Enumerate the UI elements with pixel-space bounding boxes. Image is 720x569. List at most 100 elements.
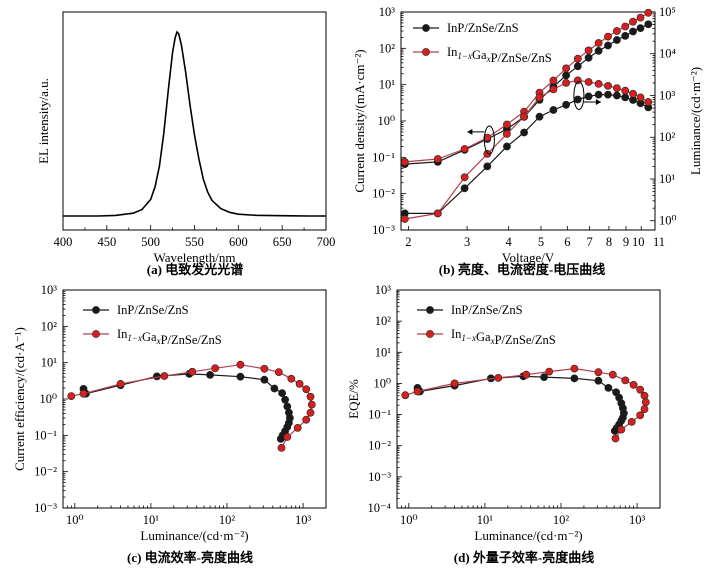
panel-c-x-tick-label: 10⁰ (66, 513, 84, 527)
panel-b-inp-current-density-point (629, 27, 637, 36)
panel-b-inp-luminance-point (594, 90, 603, 99)
panel-b-inp-current-density-point (613, 36, 621, 44)
panel-b-left-y-tick-label: 10³ (379, 5, 396, 19)
panel-d-axes-frame (396, 289, 661, 509)
panel-d-ingap-point (641, 398, 650, 407)
panel-a-x-axis-label: Wavelength/nm (154, 250, 236, 265)
panel-a-el-spectrum: 400 450 500 550 600 650 700 Wavelength/nm EL int… (36, 11, 336, 265)
panel-d-x-tick-label: 10³ (629, 513, 646, 527)
panel-b-ingap-luminance-point (573, 76, 582, 85)
panel-a-x-tick-label: 400 (54, 235, 73, 249)
panel-b-ingap-luminance-point (460, 173, 469, 182)
panel-b-ingap-luminance-point (535, 93, 544, 102)
panel-b-ingap-current-density-point (629, 17, 637, 26)
legend-marker-inp (422, 24, 430, 32)
panel-b-inp-luminance-point (483, 162, 492, 171)
panel-b-luminance-indicator-ellipse (573, 80, 585, 110)
panel-b-left-arrowhead (467, 128, 473, 135)
panel-c-ingap-point (67, 392, 76, 400)
panel-d-ingap-point (450, 379, 459, 388)
panel-c-ingap-point (302, 385, 311, 394)
panel-b-left-y-tick-label: 10⁰ (377, 114, 395, 128)
legend-label-ingap: In1−xGaxP/ZnSe/ZnS (117, 327, 222, 347)
panel-b-ingap-luminance-point (644, 98, 653, 106)
panel-d-ingap-point (545, 367, 554, 376)
legend-marker-ingap (422, 48, 430, 56)
panel-c-ingap-point (307, 400, 316, 409)
panel-d-y-tick-label: 10⁻² (368, 439, 391, 453)
panel-d-x-tick-label: 10² (553, 513, 570, 527)
panel-b-ingap-luminance-point (594, 80, 603, 88)
panel-d-ingap-point (522, 370, 531, 379)
panel-b-ingap-luminance-line (404, 79, 649, 220)
panel-b-ingap-luminance-point (562, 79, 570, 87)
panel-b-left-y-tick-label: 10⁻¹ (372, 150, 395, 164)
panel-b-inp-current-density-point (636, 24, 645, 32)
panel-c-ingap-point (306, 408, 315, 417)
panel-d-y-tick-label: 10⁰ (373, 376, 391, 390)
panel-c-y-tick-label: 10¹ (41, 356, 58, 370)
panel-c-y-tick-label: 10⁻³ (34, 501, 57, 515)
panel-b-ingap-current-density-point (644, 8, 653, 17)
panel-c-ingap-point (79, 389, 88, 398)
panel-d-ingap-point (621, 376, 630, 385)
panel-b-right-y-tick-label: 10² (659, 130, 676, 144)
panel-c-inp-point (206, 370, 214, 379)
panel-b-ingap-luminance-point (433, 209, 442, 218)
panel-b-ingap-luminance-point (621, 86, 630, 95)
panel-b-right-y-tick-label: 10¹ (659, 172, 676, 186)
panel-b-ingap-current-density-point (621, 22, 630, 31)
legend-label-inp: InP/ZnSe/ZnS (451, 303, 523, 317)
panel-d-ingap-point (494, 373, 503, 382)
panel-b-ingap-luminance-point (502, 129, 511, 138)
panel-c-inp-point (276, 434, 285, 443)
panel-a-x-tick-label: 700 (317, 235, 336, 249)
panel-b-ingap-current-density-point (613, 27, 621, 35)
panel-b-x-tick-label: 7 (586, 235, 592, 249)
panel-c-ingap-point (274, 368, 283, 376)
panel-b-left-y-tick-label: 10¹ (379, 78, 396, 92)
panel-b-ingap-luminance-point (613, 84, 621, 92)
panel-d-y-axis-label: EQE/% (346, 379, 361, 419)
panel-b-ingap-current-density-point (460, 145, 469, 153)
panel-c-inp-point (278, 389, 286, 397)
panel-d-eqe: 10⁰ 10¹ 10² 10³ 10⁻⁴ 10⁻³ 10⁻² 10⁻¹ 10⁰ 10¹ 10² 10³… (346, 283, 661, 543)
panel-c-ingap-point (116, 379, 125, 388)
panel-d-inp-point (570, 374, 579, 383)
panel-b-ingap-current-density-point (584, 46, 593, 55)
panel-c-ingap-point (295, 379, 304, 388)
panel-c-inp-point (281, 395, 289, 404)
panel-b-axes-frame (400, 11, 656, 231)
caption-a: (a) 电致发光光谱 (147, 262, 243, 277)
panel-c-inp-point (236, 372, 245, 381)
panel-b-ingap-current-density-point (604, 32, 612, 41)
panel-c-ingap-point (283, 433, 292, 441)
panel-b-x-tick-label: 9 (623, 235, 629, 249)
panel-d-ingap-point (594, 368, 603, 377)
panel-b-inp-current-density-point (644, 20, 653, 29)
panel-b-x-axis-label: Voltage/V (502, 250, 555, 265)
panel-b-ingap-luminance-point (629, 89, 637, 98)
legend-marker-inp (426, 306, 434, 314)
panel-a-x-tick-label: 450 (97, 235, 116, 249)
panel-b-ingap-current-density-point (502, 120, 511, 129)
panel-b-left-y-tick-label: 10⁻² (372, 187, 395, 201)
panel-d-ingap-point (611, 434, 620, 443)
panel-b-inp-luminance-point (460, 184, 469, 193)
panel-c-inp-line (82, 373, 291, 440)
panel-d-y-tick-label: 10³ (375, 283, 392, 297)
panel-b-left-y-tick-label: 10² (379, 41, 396, 55)
panel-d-inp-point (604, 383, 613, 392)
panel-b-right-y-axis-label: Luminance/(cd·m⁻²) (688, 67, 703, 175)
panel-c-inp-point (260, 375, 269, 384)
panel-d-ingap-point (617, 425, 626, 434)
caption-d: (d) 外量子效率-亮度曲线 (454, 550, 594, 565)
panel-b-inp-current-density-point (584, 53, 593, 62)
panel-b-inp-luminance-point (520, 128, 528, 137)
panel-b-x-tick-label: 10 (632, 235, 645, 249)
panel-c-y-tick-label: 10⁻¹ (34, 428, 57, 442)
panel-d-ingap-point (629, 380, 638, 389)
panel-b-x-tick-label: 8 (606, 235, 612, 249)
panel-d-inp-point (594, 376, 603, 385)
